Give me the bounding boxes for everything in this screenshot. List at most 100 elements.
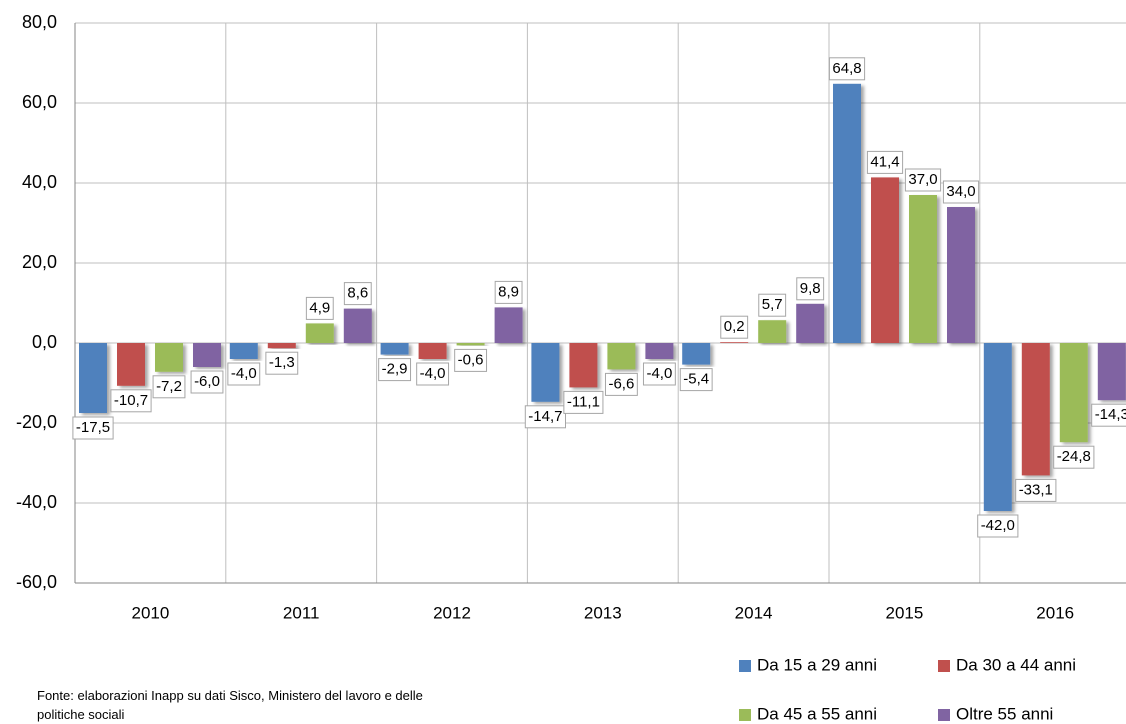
data-label: -4,0 bbox=[642, 362, 676, 386]
label-box bbox=[679, 368, 713, 392]
legend-swatch bbox=[739, 660, 751, 672]
data-label: -5,4 bbox=[679, 368, 713, 392]
value-label: 37,0 bbox=[908, 171, 937, 188]
x-tick-label: 2013 bbox=[584, 603, 622, 622]
value-label: -7,2 bbox=[156, 378, 182, 395]
legend-label: Da 45 a 55 anni bbox=[757, 704, 877, 723]
value-label: -0,6 bbox=[458, 351, 484, 368]
data-label: -14,3 bbox=[1091, 403, 1126, 427]
bar bbox=[871, 177, 899, 343]
legend-swatch bbox=[938, 660, 950, 672]
bar bbox=[720, 342, 749, 343]
label-box bbox=[1091, 403, 1126, 427]
label-box bbox=[416, 362, 450, 386]
data-label: -1,3 bbox=[265, 351, 299, 375]
data-label: 37,0 bbox=[904, 168, 942, 192]
value-label: 34,0 bbox=[946, 183, 975, 200]
data-label: -6,6 bbox=[604, 372, 638, 396]
y-tick-label: 0,0 bbox=[32, 332, 57, 352]
data-label: -17,5 bbox=[72, 416, 114, 440]
label-box bbox=[152, 375, 186, 399]
value-label: -6,6 bbox=[608, 375, 634, 392]
value-label: -42,0 bbox=[981, 517, 1015, 534]
data-label: 34,0 bbox=[942, 180, 980, 204]
legend-label: Da 30 a 44 anni bbox=[956, 655, 1076, 674]
bar bbox=[117, 343, 145, 386]
bar bbox=[531, 343, 560, 402]
label-box bbox=[524, 405, 567, 429]
label-box bbox=[378, 358, 412, 382]
label-box bbox=[866, 150, 904, 174]
label-box bbox=[72, 416, 114, 440]
label-box bbox=[454, 348, 488, 372]
label-box bbox=[977, 514, 1019, 538]
bar bbox=[1021, 343, 1050, 476]
bar bbox=[456, 343, 485, 346]
data-label: -24,8 bbox=[1053, 445, 1095, 469]
bar bbox=[494, 307, 523, 343]
value-label: -4,0 bbox=[420, 365, 446, 382]
value-label: 9,8 bbox=[800, 280, 821, 297]
label-box bbox=[828, 57, 866, 81]
value-label: 8,6 bbox=[347, 285, 368, 302]
data-label: 8,6 bbox=[343, 282, 372, 306]
bar bbox=[909, 195, 937, 343]
label-box bbox=[190, 370, 224, 394]
source-note: Fonte: elaborazioni Inapp su dati Sisco,… bbox=[37, 688, 423, 722]
data-label: 9,8 bbox=[796, 277, 825, 301]
data-label: -7,2 bbox=[152, 375, 186, 399]
label-box bbox=[1053, 445, 1095, 469]
legend-swatch bbox=[938, 709, 950, 721]
value-label: -4,0 bbox=[231, 365, 257, 382]
bar bbox=[833, 83, 861, 344]
value-label: -14,3 bbox=[1095, 406, 1126, 423]
value-label: 41,4 bbox=[870, 153, 899, 170]
data-label: -2,9 bbox=[378, 358, 412, 382]
data-label: -4,0 bbox=[227, 362, 261, 386]
value-label: -17,5 bbox=[76, 419, 110, 436]
label-box bbox=[1015, 478, 1057, 502]
bar bbox=[796, 303, 825, 343]
value-label: -10,7 bbox=[114, 392, 148, 409]
bar bbox=[1097, 343, 1126, 401]
data-label: -4,0 bbox=[416, 362, 450, 386]
y-tick-label: -40,0 bbox=[16, 492, 57, 512]
value-label: -4,0 bbox=[646, 365, 672, 382]
bar bbox=[569, 343, 598, 388]
label-box bbox=[563, 390, 604, 414]
value-label: 64,8 bbox=[832, 60, 861, 77]
y-tick-label: 40,0 bbox=[22, 172, 57, 192]
data-label: 5,7 bbox=[758, 293, 787, 317]
label-box bbox=[942, 180, 980, 204]
bar bbox=[645, 343, 674, 359]
x-tick-label: 2011 bbox=[283, 603, 320, 622]
data-label: 0,2 bbox=[720, 315, 749, 339]
value-label: -5,4 bbox=[683, 371, 709, 388]
label-box bbox=[720, 315, 749, 339]
value-label: 5,7 bbox=[762, 296, 783, 313]
bar bbox=[380, 343, 409, 355]
value-label: 8,9 bbox=[498, 283, 519, 300]
label-box bbox=[758, 293, 787, 317]
y-tick-label: -20,0 bbox=[16, 412, 57, 432]
value-label: -1,3 bbox=[269, 354, 295, 371]
value-label: -6,0 bbox=[194, 373, 220, 390]
label-box bbox=[796, 277, 825, 301]
legend-swatch bbox=[739, 709, 751, 721]
data-label: 64,8 bbox=[828, 57, 866, 81]
bar bbox=[193, 343, 221, 367]
value-label: -2,9 bbox=[382, 361, 408, 378]
value-label: -24,8 bbox=[1057, 448, 1091, 465]
legend-label: Da 15 a 29 anni bbox=[757, 655, 877, 674]
label-box bbox=[305, 296, 334, 320]
label-box bbox=[604, 372, 638, 396]
bar bbox=[418, 343, 447, 359]
data-label: 41,4 bbox=[866, 150, 904, 174]
label-box bbox=[343, 282, 372, 306]
data-label: -10,7 bbox=[110, 389, 152, 413]
x-tick-label: 2014 bbox=[735, 603, 773, 622]
bar bbox=[229, 343, 258, 359]
bar bbox=[758, 320, 787, 343]
data-label: -14,7 bbox=[524, 405, 567, 429]
